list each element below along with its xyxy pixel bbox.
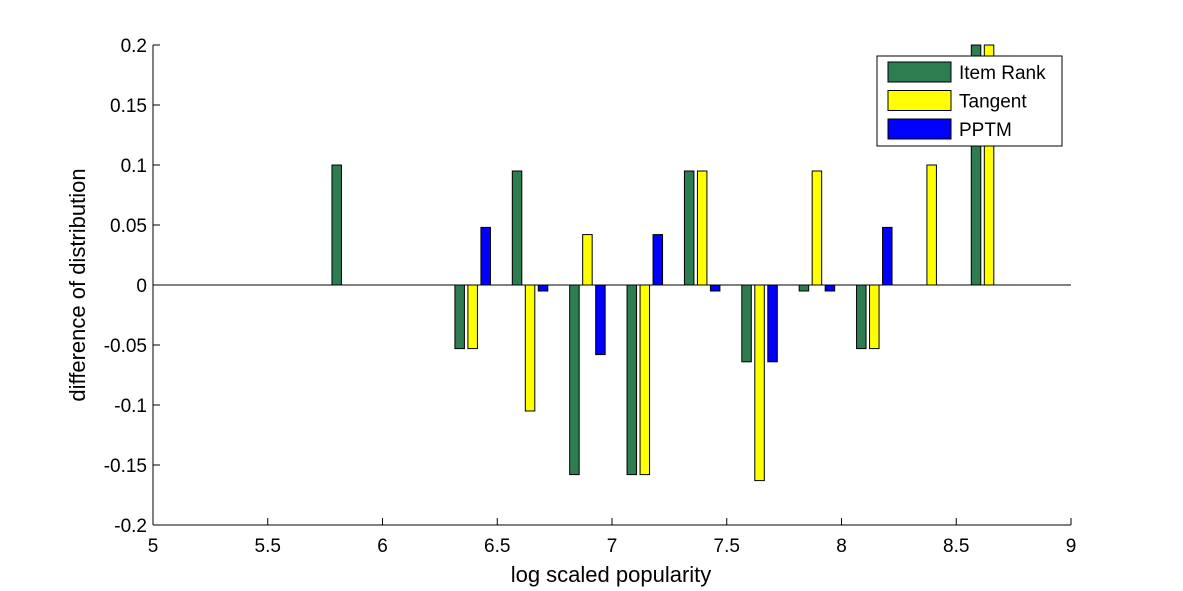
- bar-tangent: [926, 164, 937, 286]
- x-tick-label: 9: [1066, 536, 1077, 557]
- bar-item-rank: [741, 284, 752, 363]
- x-tick-label: 8.5: [943, 536, 969, 557]
- bar-pptm: [537, 284, 549, 292]
- bar-pptm: [824, 284, 836, 292]
- legend-label-pptm: PPTM: [959, 120, 1012, 141]
- y-tick-label: 0.05: [110, 216, 147, 237]
- bar-pptm: [709, 284, 721, 292]
- y-axis-label: difference of distribution: [65, 168, 90, 401]
- x-tick-label: 5: [148, 536, 159, 557]
- x-tick-label: 7.5: [714, 536, 740, 557]
- bar-item-rank: [626, 284, 638, 476]
- bar-pptm: [652, 234, 664, 286]
- y-tick-label: -0.1: [114, 396, 147, 417]
- bar-item-rank: [569, 284, 580, 476]
- legend-swatch-pptm: [887, 118, 952, 140]
- bar-pptm: [767, 284, 778, 363]
- bar-item-rank: [511, 170, 523, 286]
- x-tick-label: 5.5: [255, 536, 281, 557]
- bar-pptm: [595, 284, 606, 356]
- legend-swatch-item-rank: [887, 61, 952, 83]
- y-tick-label: 0: [136, 276, 147, 297]
- bar-tangent: [869, 284, 880, 350]
- y-tick-label: -0.15: [104, 456, 147, 477]
- bar-tangent: [811, 170, 823, 286]
- x-tick-label: 8: [836, 536, 847, 557]
- x-tick-label: 7: [607, 536, 618, 557]
- y-tick-label: 0.2: [121, 36, 147, 57]
- bar-tangent: [524, 284, 536, 412]
- bar-tangent: [582, 234, 593, 286]
- legend-label-item-rank: Item Rank: [959, 63, 1046, 84]
- y-tick-label: 0.1: [121, 156, 147, 177]
- x-tick-label: 6: [377, 536, 388, 557]
- bar-pptm: [882, 226, 893, 286]
- axes: 5 5.5 6 6.5 7 7.5 8 8.5 9 -0.2 -0.15 -0.1 -0.05 0 0.05…: [104, 36, 1077, 557]
- bar-tangent: [639, 284, 651, 476]
- bar-item-rank: [798, 284, 810, 292]
- bar-item-rank: [856, 284, 867, 350]
- y-tick-label: -0.05: [104, 336, 147, 357]
- y-tick-label: -0.2: [114, 516, 147, 537]
- bar-item-rank: [683, 170, 695, 286]
- bar-item-rank: [454, 284, 465, 350]
- legend-swatch-tangent: [887, 90, 952, 111]
- bar-pptm: [480, 226, 491, 286]
- legend: Item Rank Tangent PPTM: [876, 55, 1063, 147]
- x-axis-label: log scaled popularity: [511, 562, 712, 587]
- bar-tangent: [696, 170, 708, 286]
- x-tick-label: 6.5: [484, 536, 510, 557]
- bar-item-rank: [331, 164, 342, 286]
- bar-tangent: [754, 284, 765, 482]
- y-tick-label: 0.15: [110, 96, 147, 117]
- legend-label-tangent: Tangent: [959, 92, 1027, 113]
- bar-tangent: [467, 284, 478, 350]
